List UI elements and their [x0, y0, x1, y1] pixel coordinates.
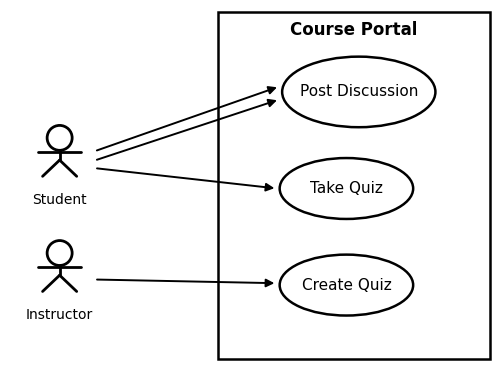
Ellipse shape [282, 57, 436, 127]
Ellipse shape [280, 158, 413, 219]
FancyBboxPatch shape [218, 12, 490, 359]
Ellipse shape [47, 126, 72, 150]
Text: Take Quiz: Take Quiz [310, 181, 383, 196]
Text: Student: Student [32, 193, 87, 207]
Text: Post Discussion: Post Discussion [300, 84, 418, 100]
Ellipse shape [280, 254, 413, 316]
Text: Instructor: Instructor [26, 308, 94, 322]
Text: Course Portal: Course Portal [290, 21, 418, 39]
Text: Create Quiz: Create Quiz [302, 277, 392, 293]
Ellipse shape [47, 241, 72, 265]
